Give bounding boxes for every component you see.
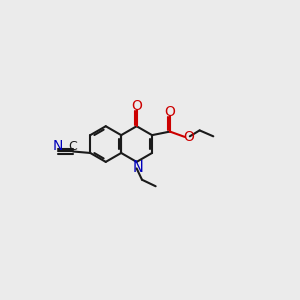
- Text: O: O: [184, 130, 194, 144]
- Text: N: N: [132, 160, 143, 175]
- Text: C: C: [69, 140, 77, 153]
- Text: O: O: [131, 99, 142, 113]
- Text: N: N: [52, 140, 63, 153]
- Text: O: O: [164, 105, 175, 119]
